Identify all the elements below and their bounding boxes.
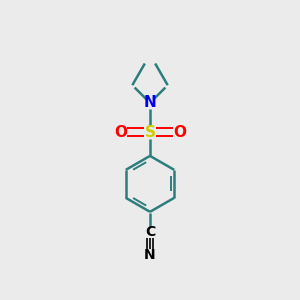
Text: N: N (144, 248, 156, 262)
Text: S: S (145, 125, 155, 140)
Text: O: O (114, 125, 127, 140)
Text: O: O (173, 125, 186, 140)
Text: N: N (144, 95, 156, 110)
Text: C: C (145, 225, 155, 239)
